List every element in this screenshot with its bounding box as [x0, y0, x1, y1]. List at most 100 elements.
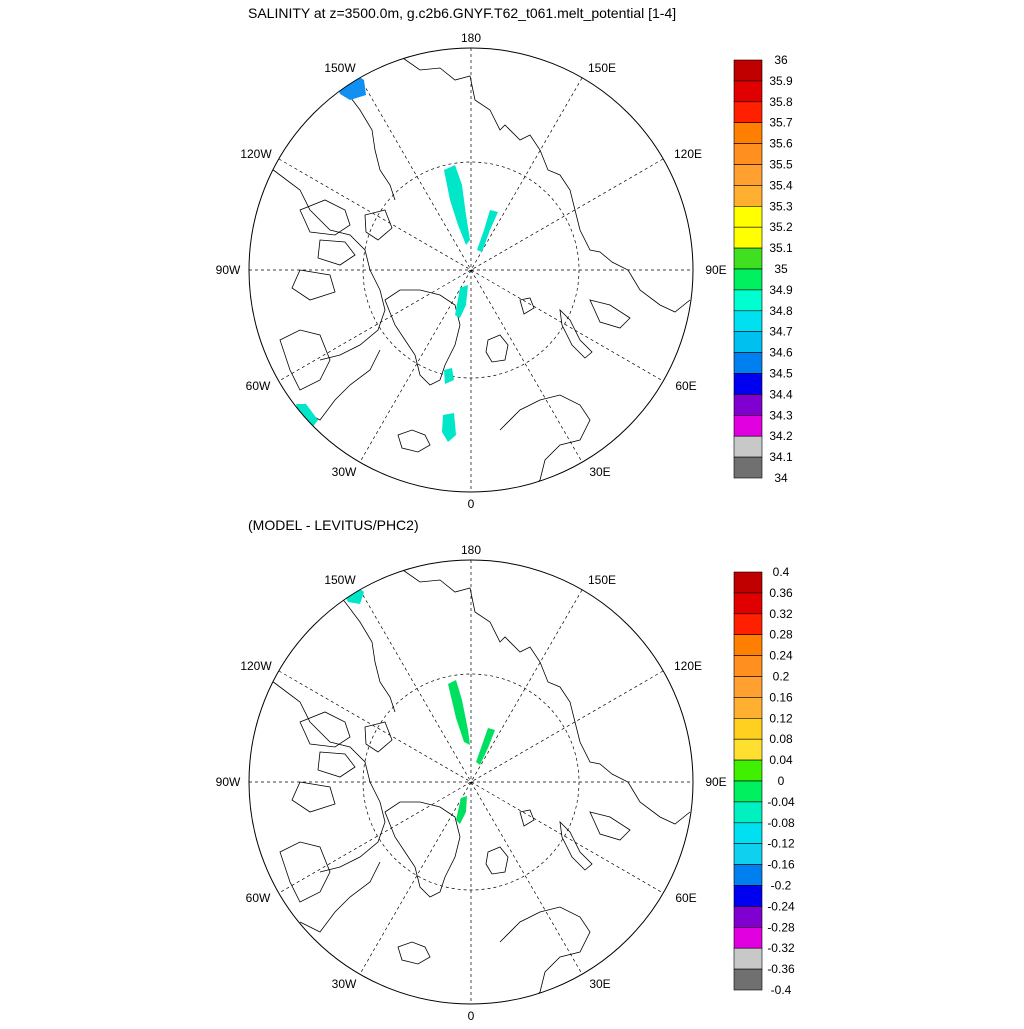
top-lon-label-180: 180 — [461, 31, 481, 45]
bottom-coast-greenland — [384, 801, 461, 898]
top-colorbar-label: 35.4 — [769, 178, 793, 192]
bottom-colorbar-box — [733, 613, 763, 635]
top-colorbar-label: 34.1 — [769, 450, 793, 464]
top-colorbar-label: 35.9 — [769, 74, 793, 88]
top-shade-ridge-5 — [442, 413, 456, 442]
top-meridian-30 — [359, 77, 583, 463]
bottom-title: (MODEL - LEVITUS/PHC2) — [248, 517, 419, 533]
top-shade-ridge-1 — [444, 165, 470, 245]
top-panel: SALINITY at z=3500.0m, g.c2b6.GNYF.T62_t… — [216, 5, 793, 511]
bottom-colorbar-box — [733, 759, 763, 782]
bottom-colorbar-label: -0.32 — [767, 941, 795, 955]
top-colorbar-label: 35.8 — [769, 95, 793, 109]
top-colorbar-box — [733, 206, 763, 228]
bottom-colorbar-box — [733, 926, 763, 949]
top-colorbar-label: 35.5 — [769, 158, 793, 172]
bottom-colorbar-box — [733, 592, 763, 615]
top-title: SALINITY at z=3500.0m, g.c2b6.GNYF.T62_t… — [248, 5, 676, 21]
bottom-lon-label-90e: 90E — [705, 775, 726, 789]
bottom-colorbar-label: 0.4 — [773, 565, 790, 579]
top-coastlines — [259, 55, 691, 491]
top-colorbar-label: 34.4 — [769, 387, 793, 401]
top-colorbar-box — [733, 80, 763, 103]
top-map-border — [248, 47, 694, 493]
bottom-lon-label-120w: 120W — [240, 659, 272, 673]
top-longitude-labels: 180 150E 120E 90E 60E 30E 0 30W 60W 90W … — [216, 31, 727, 511]
top-coast-iceland — [397, 429, 431, 453]
top-coast-archipelago — [291, 199, 393, 301]
top-map — [249, 48, 693, 492]
bottom-colorbar-box — [733, 906, 763, 928]
top-meridian-150 — [359, 77, 583, 463]
bottom-lon-label-60e: 60E — [675, 891, 696, 905]
top-colorbar-label: 34.2 — [769, 429, 793, 443]
bottom-meridian-120 — [278, 670, 664, 894]
top-colorbar-box — [733, 435, 763, 458]
top-lon-label-120w: 120W — [240, 147, 272, 161]
top-coast-taymyr — [589, 299, 631, 329]
top-colorbar-box — [733, 122, 763, 144]
top-colorbar-box — [733, 185, 763, 207]
top-coast-svalbard — [485, 334, 509, 363]
bottom-colorbar-label: -0.04 — [767, 795, 795, 809]
top-colorbar-label: 35.7 — [769, 116, 793, 130]
top-lon-label-90w: 90W — [216, 263, 241, 277]
top-lon-label-60e: 60E — [675, 379, 696, 393]
bottom-lon-label-150w: 150W — [324, 573, 356, 587]
bottom-colorbar-label: -0.2 — [771, 879, 792, 893]
bottom-colorbar-label: 0.08 — [769, 732, 793, 746]
top-lon-label-30w: 30W — [332, 465, 357, 479]
top-colorbar-label: 34.5 — [769, 367, 793, 381]
bottom-coast-hudson — [279, 841, 331, 903]
top-shade-ridge-2 — [477, 210, 498, 252]
top-colorbar-label: 35.1 — [769, 241, 793, 255]
top-colorbar-box — [733, 101, 763, 124]
top-colorbar-box — [733, 352, 763, 374]
bottom-coast-labrador — [299, 861, 381, 933]
top-colorbar-box — [733, 310, 763, 332]
top-lon-label-150e: 150E — [588, 61, 616, 75]
top-coast-franz-josef — [519, 297, 535, 315]
bottom-colorbar-box — [733, 780, 763, 803]
bottom-coast-archipelago — [291, 711, 393, 813]
bottom-colorbar-label: 0.24 — [769, 649, 793, 663]
top-colorbar-label: 34.7 — [769, 325, 793, 339]
top-colorbar-box — [733, 373, 763, 395]
bottom-shade-ridge-3 — [456, 796, 467, 824]
bottom-shade-ridge-1 — [448, 680, 470, 745]
bottom-map-border — [248, 559, 694, 1005]
top-colorbar: 36 35.9 35.8 35.7 35.6 35.5 35.4 35.3 35.2 35.1 35… — [733, 53, 793, 485]
top-colorbar-label: 35.6 — [769, 137, 793, 151]
top-colorbar-label: 34 — [774, 471, 788, 485]
top-coast-canada — [259, 159, 386, 361]
top-colorbar-box — [733, 247, 763, 270]
bottom-coast-alaska — [329, 586, 396, 713]
bottom-map — [249, 560, 693, 1004]
bottom-coast-novaya-zemlya — [559, 820, 593, 871]
top-colorbar-label: 34.6 — [769, 346, 793, 360]
bottom-colorbar-box — [733, 697, 763, 719]
bottom-colorbar-box — [733, 634, 763, 656]
bottom-colorbar-label: 0.12 — [769, 711, 793, 725]
bottom-colorbar-box — [733, 843, 763, 865]
bottom-colorbar-label: -0.28 — [767, 920, 795, 934]
top-shade-ridge-3 — [455, 285, 468, 318]
bottom-colorbar-label: -0.4 — [771, 983, 792, 997]
top-colorbar-label: 35.3 — [769, 199, 793, 213]
top-meridian-60 — [278, 158, 664, 382]
bottom-lon-label-150e: 150E — [588, 573, 616, 587]
bottom-colorbar-label: -0.12 — [767, 837, 795, 851]
bottom-meridian-60 — [278, 670, 664, 894]
top-colorbar-box — [733, 59, 763, 82]
top-lon-label-90e: 90E — [705, 263, 726, 277]
top-colorbar-label: 34.8 — [769, 304, 793, 318]
top-colorbar-label: 35 — [774, 262, 788, 276]
bottom-coast-scandinavia — [499, 906, 591, 1003]
top-colorbar-box — [733, 143, 763, 165]
bottom-shade-ridge-2 — [476, 728, 495, 765]
bottom-graticule — [249, 560, 693, 1004]
bottom-colorbar-label: 0.28 — [769, 628, 793, 642]
bottom-coast-siberia — [399, 567, 691, 825]
top-coast-hudson — [279, 329, 331, 391]
